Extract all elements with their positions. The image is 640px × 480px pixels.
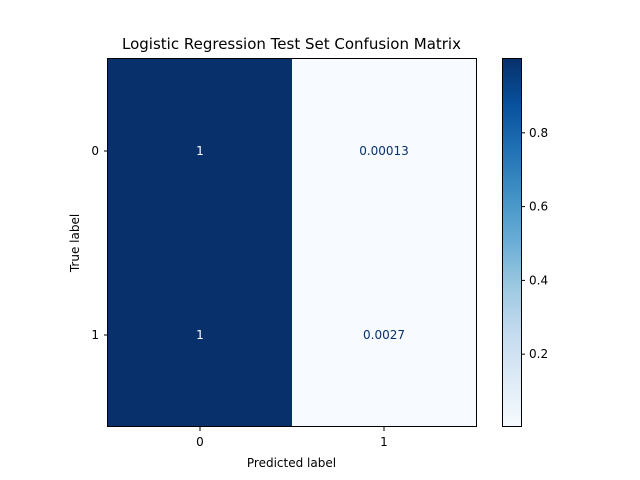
y-tick-label: 0 <box>91 144 99 158</box>
y-axis-ticks: 01 <box>91 144 108 342</box>
colorbar <box>502 58 522 427</box>
y-axis-label: True label <box>68 214 82 273</box>
matrix-cells <box>108 59 476 427</box>
matrix-cell-1-0 <box>108 243 292 427</box>
x-tick-label: 1 <box>380 435 388 449</box>
colorbar-tick-label: 0.8 <box>529 126 548 140</box>
cell-value-label-0-1: 0.00013 <box>359 144 409 158</box>
x-axis-label: Predicted label <box>247 456 336 470</box>
colorbar-tick-label: 0.6 <box>529 200 548 214</box>
colorbar-tick-label: 0.4 <box>529 273 548 287</box>
cell-value-label-1-1: 0.0027 <box>363 328 405 342</box>
matrix-cell-0-0 <box>108 59 292 243</box>
colorbar-tick-label: 0.2 <box>529 347 548 361</box>
y-tick-label: 1 <box>91 328 99 342</box>
cell-value-label-1-0: 1 <box>196 328 204 342</box>
chart-title: Logistic Regression Test Set Confusion M… <box>122 35 461 53</box>
plot-frame <box>107 58 477 427</box>
matrix-cell-labels: 1 0.00013 1 0.0027 <box>196 144 409 342</box>
cell-value-label-0-0: 1 <box>196 144 204 158</box>
matrix-cell-1-1 <box>292 243 476 427</box>
colorbar-ticks: 0.2 0.4 0.6 0.8 <box>521 126 548 361</box>
x-tick-label: 0 <box>196 435 204 449</box>
matrix-cell-0-1 <box>292 59 476 243</box>
